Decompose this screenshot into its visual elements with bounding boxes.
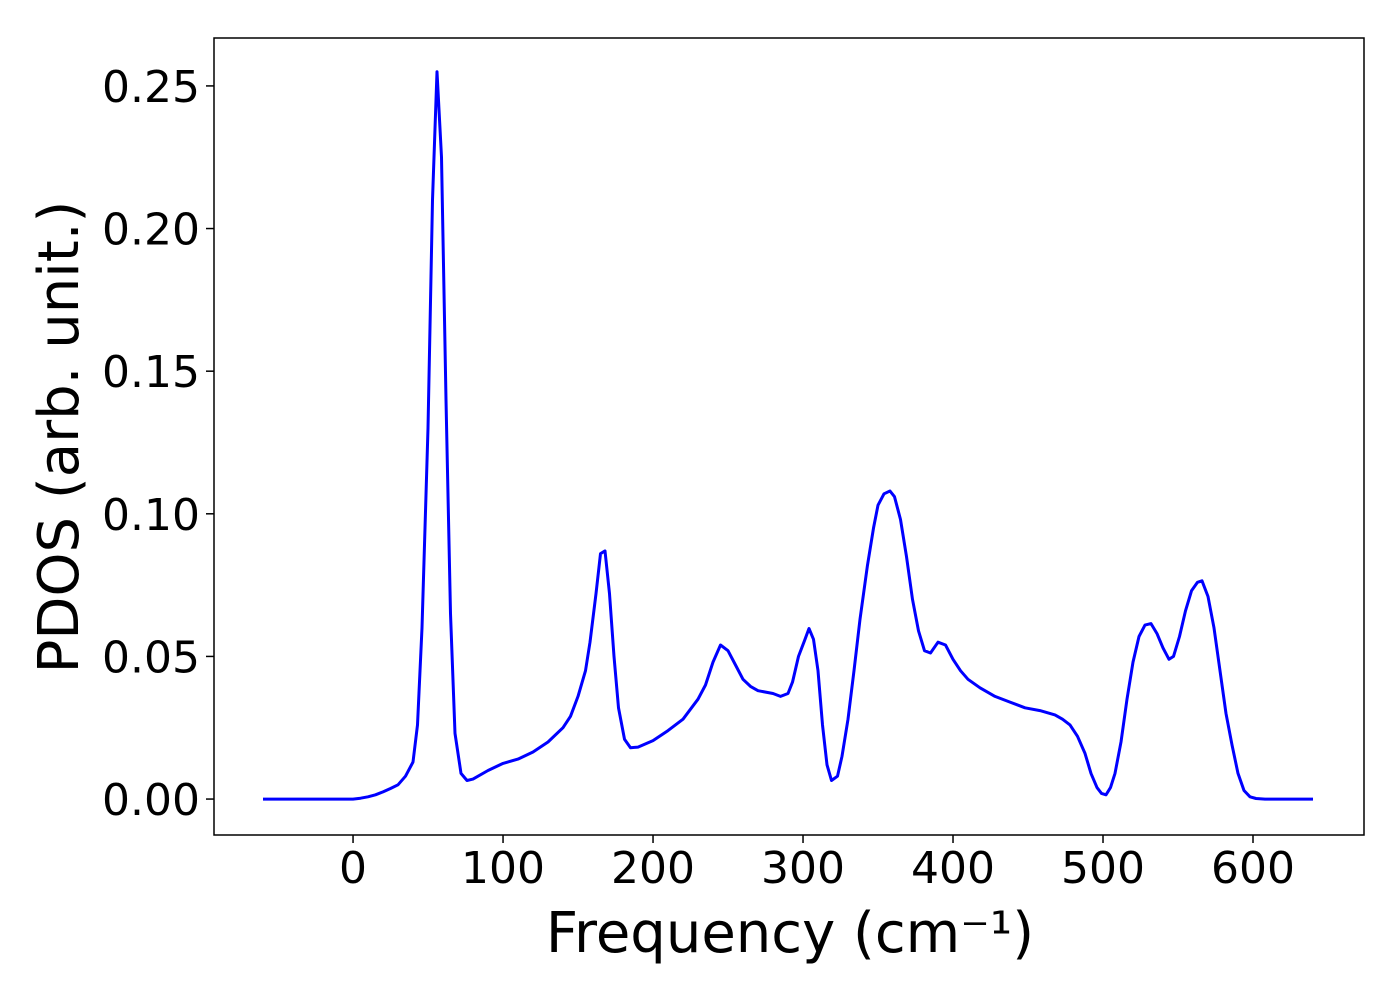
x-tick-label: 500 <box>1061 843 1145 894</box>
x-tick-label: 300 <box>761 843 845 894</box>
x-tick-label: 100 <box>461 843 545 894</box>
data-line <box>263 70 1313 801</box>
y-tick-label: 0.05 <box>102 632 200 683</box>
y-tick-label: 0.10 <box>102 490 200 541</box>
x-tick-label: 200 <box>611 843 695 894</box>
y-tick-label: 0.00 <box>102 775 200 826</box>
y-tick-label: 0.15 <box>102 347 200 398</box>
x-tick-label: 0 <box>339 843 367 894</box>
x-axis-label: Frequency (cm⁻¹) <box>546 901 1034 966</box>
x-tick-label: 400 <box>911 843 995 894</box>
y-tick-label: 0.20 <box>102 205 200 256</box>
y-axis-label: PDOS (arb. unit.) <box>27 201 92 674</box>
x-tick-label: 600 <box>1211 843 1295 894</box>
plot-frame <box>213 37 1365 836</box>
y-tick-label: 0.25 <box>102 62 200 113</box>
